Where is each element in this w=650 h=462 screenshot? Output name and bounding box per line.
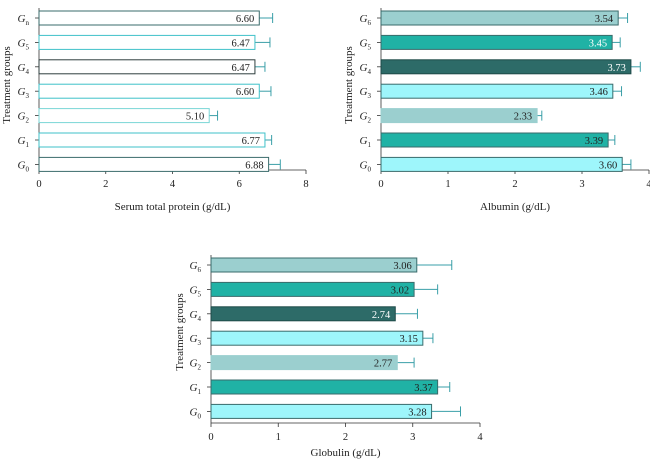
x-tick-label: 3 [579,179,584,190]
x-tick-label: 2 [103,179,108,190]
x-tick-label: 3 [410,432,415,443]
category-label: G5 [190,284,202,298]
bar-g2 [38,108,210,124]
x-tick-label: 8 [303,179,308,190]
data-label: 3.39 [585,136,603,147]
category-label: G4 [190,309,202,323]
category-label: G1 [360,135,372,149]
data-label: 2.77 [374,359,392,370]
data-label: 3.54 [595,14,614,25]
bar-g0 [210,403,433,419]
x-tick-label: 0 [208,432,213,443]
x-tick-label: 4 [646,179,650,190]
bar-g2 [380,108,538,124]
category-label: G4 [360,62,372,76]
x-axis-title: Serum total protein (g/dL) [115,201,231,213]
bar-g6 [38,10,260,26]
category-label: G1 [18,135,30,149]
category-label: G0 [360,159,372,173]
bar-g0 [38,156,270,172]
y-axis-title: Treatment groups [1,46,13,124]
data-label: 5.10 [186,112,204,123]
category-label: G6 [190,260,202,274]
data-label: 6.77 [242,136,260,147]
x-tick-label: 0 [36,179,41,190]
category-label: G1 [190,382,202,396]
data-label: 3.45 [589,38,607,49]
category-label: G2 [190,358,202,372]
bar-g1 [380,132,609,148]
bar-g1 [210,379,439,395]
category-label: G5 [360,37,372,51]
category-label: G3 [190,333,202,347]
x-tick-label: 2 [343,432,348,443]
category-label: G6 [360,13,372,27]
category-label: G3 [360,86,372,100]
bar-g6 [380,10,619,26]
data-label: 3.15 [399,334,417,345]
category-label: G2 [18,111,30,125]
bar-g3 [210,330,424,346]
bar-g1 [38,132,266,148]
data-label: 2.33 [514,112,532,123]
category-label: G4 [18,62,30,76]
bar-g4 [210,306,396,322]
category-label: G2 [360,111,372,125]
data-label: 6.47 [232,38,250,49]
x-tick-label: 1 [276,432,281,443]
chart-panel-albumin: 0 1 2 3 4 Albumin (g/dL) Treatment groups G0 3.6… [343,8,650,213]
data-label: 6.47 [232,63,250,74]
data-label: 3.28 [408,407,426,418]
data-label: 3.02 [391,285,409,296]
bar-g3 [380,83,614,99]
x-axis-title: Globulin (g/dL) [311,447,381,459]
x-tick-label: 4 [477,432,483,443]
data-label: 3.73 [608,63,626,74]
bar-g5 [210,281,415,297]
bar-g2 [210,355,398,371]
bar-g4 [38,59,256,75]
bar-g5 [380,34,613,50]
x-tick-label: 1 [445,179,450,190]
category-label: Gn [18,13,30,27]
data-label: 6.88 [245,160,263,171]
x-tick-label: 4 [170,179,176,190]
x-axis-title: Albumin (g/dL) [480,201,550,213]
data-label: 3.60 [599,160,617,171]
bar-g3 [38,83,260,99]
chart-panel-serum: 0 2 4 6 8 Serum total protein (g/dL) Treatment… [1,8,309,213]
data-label: 3.46 [589,87,607,98]
data-label: 6.60 [236,87,254,98]
category-label: G0 [18,159,30,173]
category-label: G0 [190,406,202,420]
category-label: G3 [18,86,30,100]
bar-g4 [380,59,632,75]
bar-g5 [38,34,256,50]
category-label: G5 [18,37,30,51]
x-tick-label: 2 [512,179,517,190]
x-tick-label: 6 [237,179,242,190]
data-label: 3.37 [414,383,432,394]
data-label: 2.74 [372,310,391,321]
bar-g6 [210,257,418,273]
data-label: 6.60 [236,14,254,25]
bar-g0 [380,156,623,172]
data-label: 3.06 [393,261,411,272]
chart-panel-globulin: 0 1 2 3 4 Globulin (g/dL) Treatment groups G0 3.… [174,255,483,459]
y-axis-title: Treatment groups [174,293,186,371]
x-tick-label: 0 [378,179,383,190]
y-axis-title: Treatment groups [343,46,355,124]
